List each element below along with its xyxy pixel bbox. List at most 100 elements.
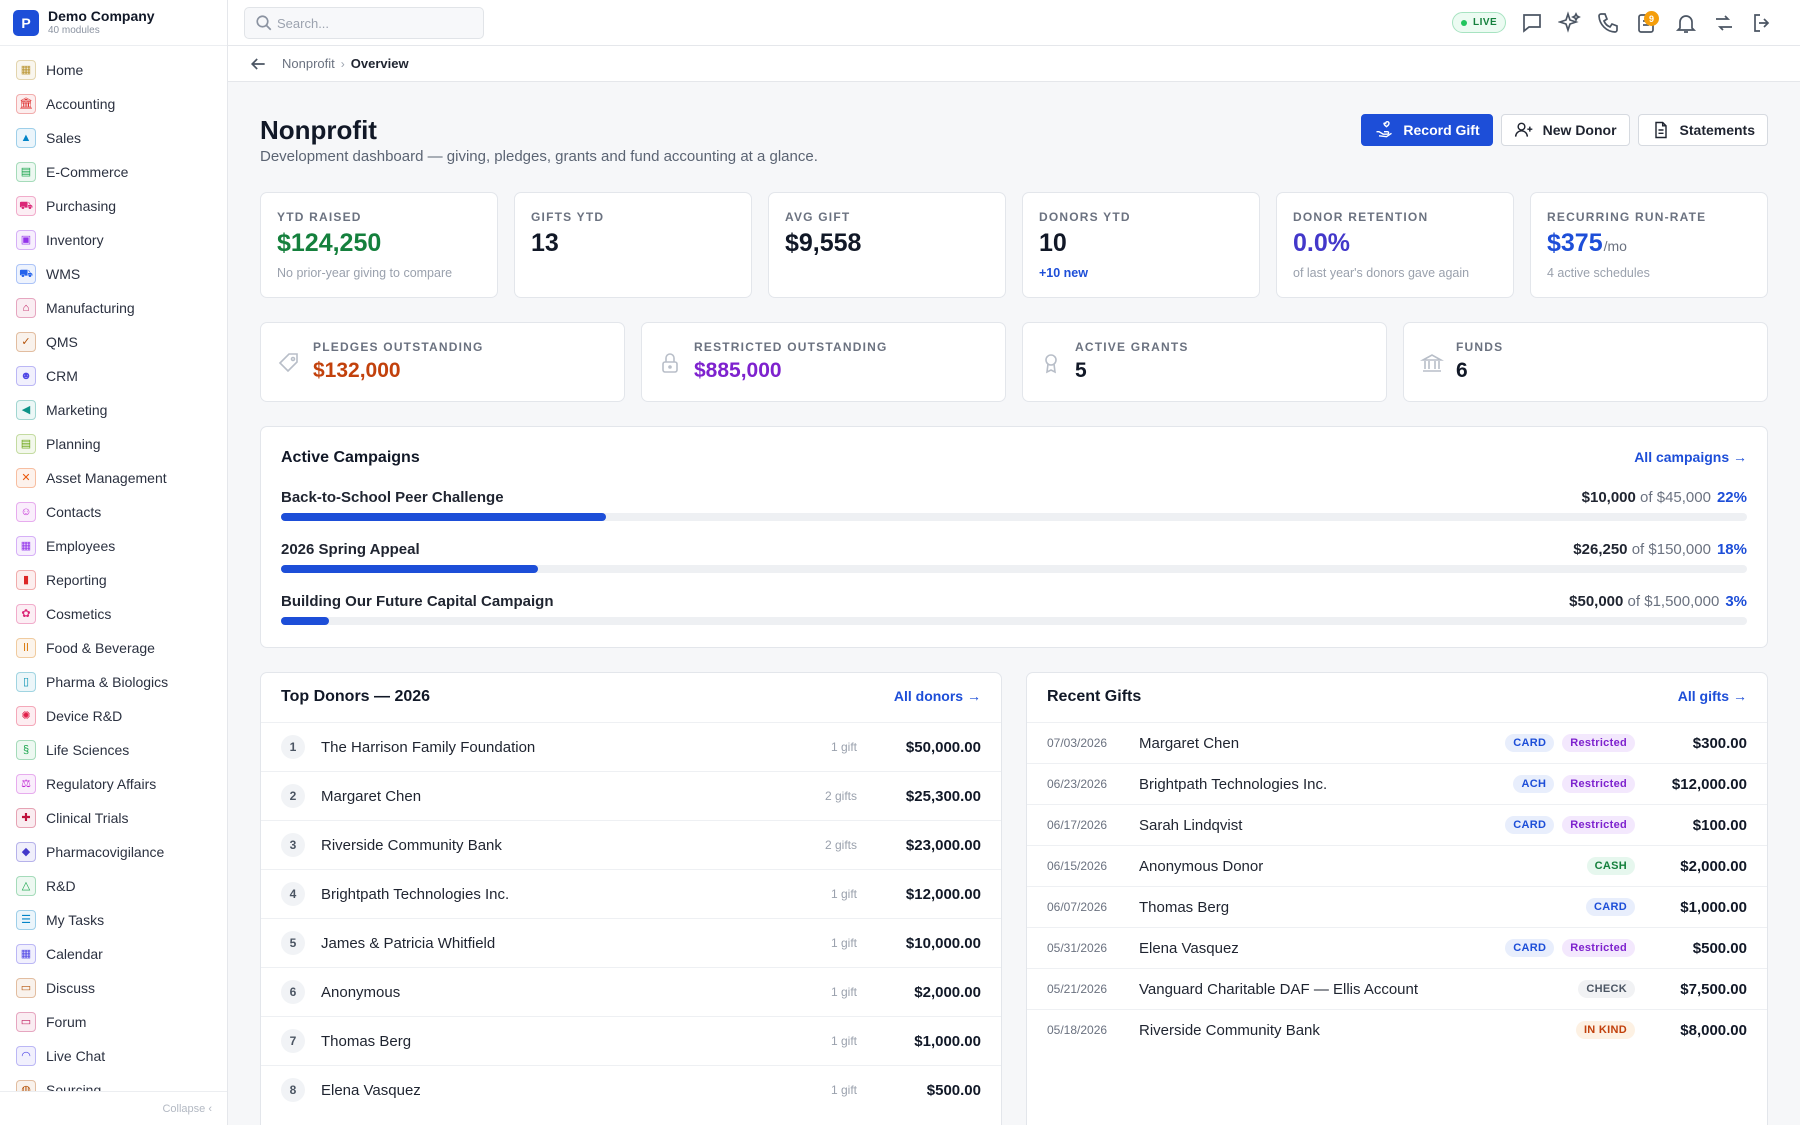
campaign-progress-text: $50,000 of $1,500,000 3%: [1569, 593, 1747, 610]
switch-icon[interactable]: [1712, 11, 1736, 35]
kpi-value: 6: [1456, 359, 1468, 382]
sidebar-item-purchasing[interactable]: ⛟ Purchasing: [0, 189, 227, 223]
sidebar-item-pharmacovigilance[interactable]: ◆ Pharmacovigilance: [0, 835, 227, 869]
sidebar-item-r-d[interactable]: △ R&D: [0, 869, 227, 903]
campaign-raised: $10,000: [1581, 489, 1636, 506]
sidebar-item-discuss[interactable]: ▭ Discuss: [0, 971, 227, 1005]
donor-row[interactable]: 5 James & Patricia Whitfield 1 gift $10,000…: [261, 918, 1001, 967]
campaign-progress-text: $26,250 of $150,000 18%: [1573, 541, 1747, 558]
sidebar-item-crm[interactable]: ☻ CRM: [0, 359, 227, 393]
gift-date: 06/15/2026: [1047, 859, 1108, 873]
sidebar-item-device-r-d[interactable]: ✺ Device R&D: [0, 699, 227, 733]
sidebar-item-qms[interactable]: ✓ QMS: [0, 325, 227, 359]
gift-row[interactable]: 07/03/2026 Margaret Chen CARD Restricted $30…: [1027, 722, 1767, 763]
notification-count-badge: 9: [1644, 11, 1659, 26]
record-gift-button[interactable]: Record Gift: [1361, 114, 1493, 146]
gift-row[interactable]: 06/07/2026 Thomas Berg CARD $1,000.00: [1027, 886, 1767, 927]
donor-rank: 8: [281, 1078, 305, 1102]
sidebar-item-label: Regulatory Affairs: [46, 776, 157, 792]
gift-date: 05/18/2026: [1047, 1023, 1108, 1037]
sidebar-item-forum[interactable]: ▭ Forum: [0, 1005, 227, 1039]
gift-row[interactable]: 05/18/2026 Riverside Community Bank IN KIN…: [1027, 1009, 1767, 1050]
breadcrumb-parent[interactable]: Nonprofit: [282, 56, 335, 71]
search-input[interactable]: [277, 15, 477, 31]
donor-row[interactable]: 3 Riverside Community Bank 2 gifts $23,000.…: [261, 820, 1001, 869]
sidebar-item-food-beverage[interactable]: ǀǀ Food & Beverage: [0, 631, 227, 665]
gift-row[interactable]: 06/15/2026 Anonymous Donor CASH $2,000.00: [1027, 845, 1767, 886]
back-arrow-icon[interactable]: [248, 54, 268, 74]
sidebar-item-label: Discuss: [46, 980, 96, 996]
sidebar-item-regulatory-affairs[interactable]: ⚖ Regulatory Affairs: [0, 767, 227, 801]
sidebar-item-life-sciences[interactable]: § Life Sciences: [0, 733, 227, 767]
sidebar-item-accounting[interactable]: 🏛 Accounting: [0, 87, 227, 121]
statements-button[interactable]: Statements: [1637, 114, 1768, 146]
campaign-row[interactable]: Building Our Future Capital Campaign $50,…: [281, 593, 1747, 633]
sidebar-item-label: Planning: [46, 436, 101, 452]
ai-sparkle-icon[interactable]: [1557, 11, 1582, 35]
scale-icon: ⚖: [16, 774, 36, 794]
bell-icon[interactable]: [1674, 11, 1698, 35]
sidebar-item-pharma-biologics[interactable]: ▯ Pharma & Biologics: [0, 665, 227, 699]
sidebar-item-e-commerce[interactable]: ▤ E-Commerce: [0, 155, 227, 189]
donor-rank: 5: [281, 931, 305, 955]
payment-method-badge: CARD: [1505, 734, 1555, 752]
logout-icon[interactable]: [1750, 11, 1774, 35]
donor-row[interactable]: 7 Thomas Berg 1 gift $1,000.00: [261, 1016, 1001, 1065]
kpi-unit: /mo: [1603, 238, 1627, 254]
kpi-label: RECURRING RUN-RATE: [1547, 210, 1707, 224]
sidebar-item-reporting[interactable]: ▮ Reporting: [0, 563, 227, 597]
all-campaigns-link[interactable]: All campaigns →: [1634, 449, 1747, 465]
collapse-button[interactable]: Collapse ‹: [0, 1091, 227, 1125]
donor-row[interactable]: 8 Elena Vasquez 1 gift $500.00: [261, 1065, 1001, 1114]
sidebar-item-inventory[interactable]: ▣ Inventory: [0, 223, 227, 257]
campaign-goal: $150,000: [1648, 541, 1711, 558]
search-box[interactable]: [244, 7, 484, 39]
campaign-row[interactable]: 2026 Spring Appeal $26,250 of $150,000 18%: [281, 541, 1747, 581]
kpi-value: $132,000: [313, 359, 401, 382]
sidebar-item-home[interactable]: ▦ Home: [0, 53, 227, 87]
donor-rank: 3: [281, 833, 305, 857]
gift-amount: $8,000.00: [1680, 1021, 1747, 1039]
sidebar-item-my-tasks[interactable]: ☰ My Tasks: [0, 903, 227, 937]
campaign-row[interactable]: Back-to-School Peer Challenge $10,000 of …: [281, 489, 1747, 529]
donor-row[interactable]: 6 Anonymous 1 gift $2,000.00: [261, 967, 1001, 1016]
messages-icon[interactable]: [1520, 11, 1544, 35]
donor-amount: $12,000.00: [905, 885, 981, 903]
donor-amount: $50,000.00: [905, 738, 981, 756]
new-donor-button[interactable]: New Donor: [1500, 114, 1630, 146]
sidebar-item-live-chat[interactable]: ◠ Live Chat: [0, 1039, 227, 1073]
all-gifts-link[interactable]: All gifts →: [1677, 688, 1747, 704]
gift-row[interactable]: 05/21/2026 Vanguard Charitable DAF — Elli…: [1027, 968, 1767, 1009]
payment-method-badge: CASH: [1586, 857, 1635, 875]
gift-row[interactable]: 06/23/2026 Brightpath Technologies Inc. AC…: [1027, 763, 1767, 804]
gift-date: 06/23/2026: [1047, 777, 1108, 791]
sidebar-item-wms[interactable]: ⛟ WMS: [0, 257, 227, 291]
sidebar-item-contacts[interactable]: ☺ Contacts: [0, 495, 227, 529]
sidebar-item-cosmetics[interactable]: ✿ Cosmetics: [0, 597, 227, 631]
sidebar-item-employees[interactable]: ▦ Employees: [0, 529, 227, 563]
gift-row[interactable]: 06/17/2026 Sarah Lindqvist CARD Restricted $…: [1027, 804, 1767, 845]
gift-donor-name: Thomas Berg: [1139, 898, 1230, 916]
sidebar-item-marketing[interactable]: ◀ Marketing: [0, 393, 227, 427]
pledge-tag-icon: [277, 351, 301, 375]
sidebar-item-manufacturing[interactable]: ⌂ Manufacturing: [0, 291, 227, 325]
all-donors-link[interactable]: All donors →: [893, 688, 981, 704]
donor-row[interactable]: 1 The Harrison Family Foundation 1 gift $50…: [261, 722, 1001, 771]
sidebar-item-asset-management[interactable]: ✕ Asset Management: [0, 461, 227, 495]
donor-row[interactable]: 4 Brightpath Technologies Inc. 1 gift $12,0…: [261, 869, 1001, 918]
brand[interactable]: P Demo Company 40 modules: [0, 0, 227, 46]
donor-name: Margaret Chen: [321, 787, 422, 805]
record-gift-label: Record Gift: [1403, 122, 1480, 138]
sidebar-item-label: QMS: [46, 334, 78, 350]
donor-name: Brightpath Technologies Inc.: [321, 885, 510, 903]
gift-tags: CASH: [1586, 857, 1635, 875]
sidebar-item-sales[interactable]: ▲ Sales: [0, 121, 227, 155]
gift-row[interactable]: 05/31/2026 Elena Vasquez CARD Restricted $50…: [1027, 927, 1767, 968]
phone-icon[interactable]: [1596, 11, 1620, 35]
campaign-raised: $26,250: [1573, 541, 1628, 558]
sidebar-item-calendar[interactable]: ▦ Calendar: [0, 937, 227, 971]
statements-label: Statements: [1679, 122, 1755, 138]
sidebar-item-planning[interactable]: ▤ Planning: [0, 427, 227, 461]
sidebar-item-clinical-trials[interactable]: ✚ Clinical Trials: [0, 801, 227, 835]
donor-row[interactable]: 2 Margaret Chen 2 gifts $25,300.00: [261, 771, 1001, 820]
